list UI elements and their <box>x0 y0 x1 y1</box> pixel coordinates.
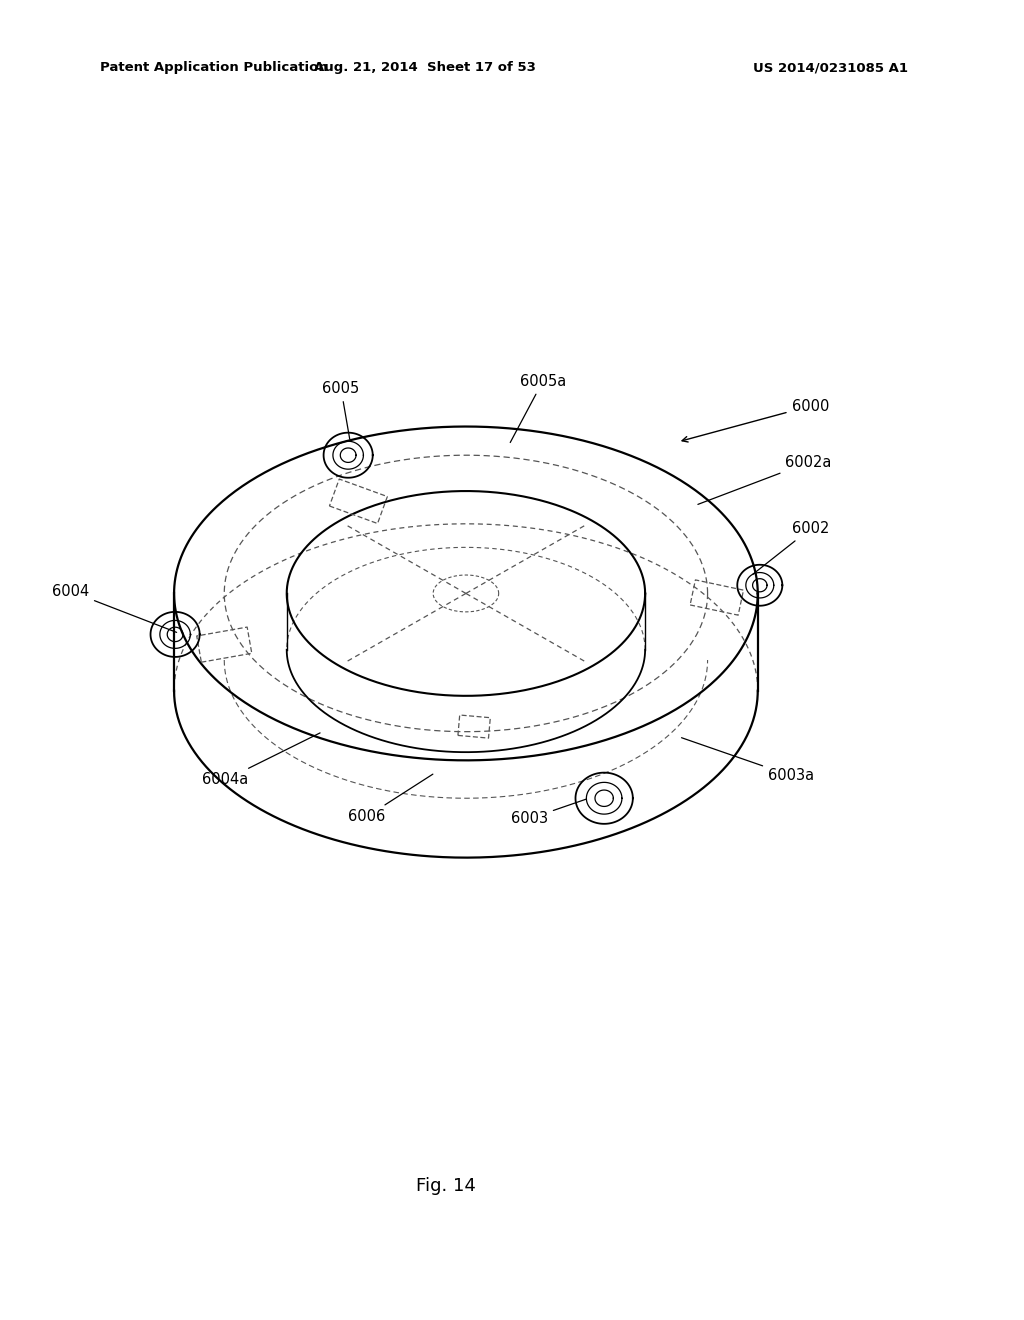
Text: 6003: 6003 <box>511 799 586 826</box>
Text: 6003a: 6003a <box>682 738 814 783</box>
Text: 6005: 6005 <box>323 381 359 440</box>
Text: US 2014/0231085 A1: US 2014/0231085 A1 <box>753 61 907 74</box>
Text: Fig. 14: Fig. 14 <box>416 1177 475 1196</box>
Text: Aug. 21, 2014  Sheet 17 of 53: Aug. 21, 2014 Sheet 17 of 53 <box>314 61 536 74</box>
Text: 6005a: 6005a <box>510 374 566 442</box>
Text: 6000: 6000 <box>682 399 828 442</box>
Text: 6004: 6004 <box>52 583 176 632</box>
Text: Patent Application Publication: Patent Application Publication <box>100 61 328 74</box>
Text: 6002: 6002 <box>753 521 828 574</box>
Text: 6006: 6006 <box>348 774 433 824</box>
Text: 6004a: 6004a <box>202 733 321 787</box>
Text: 6002a: 6002a <box>698 455 831 504</box>
